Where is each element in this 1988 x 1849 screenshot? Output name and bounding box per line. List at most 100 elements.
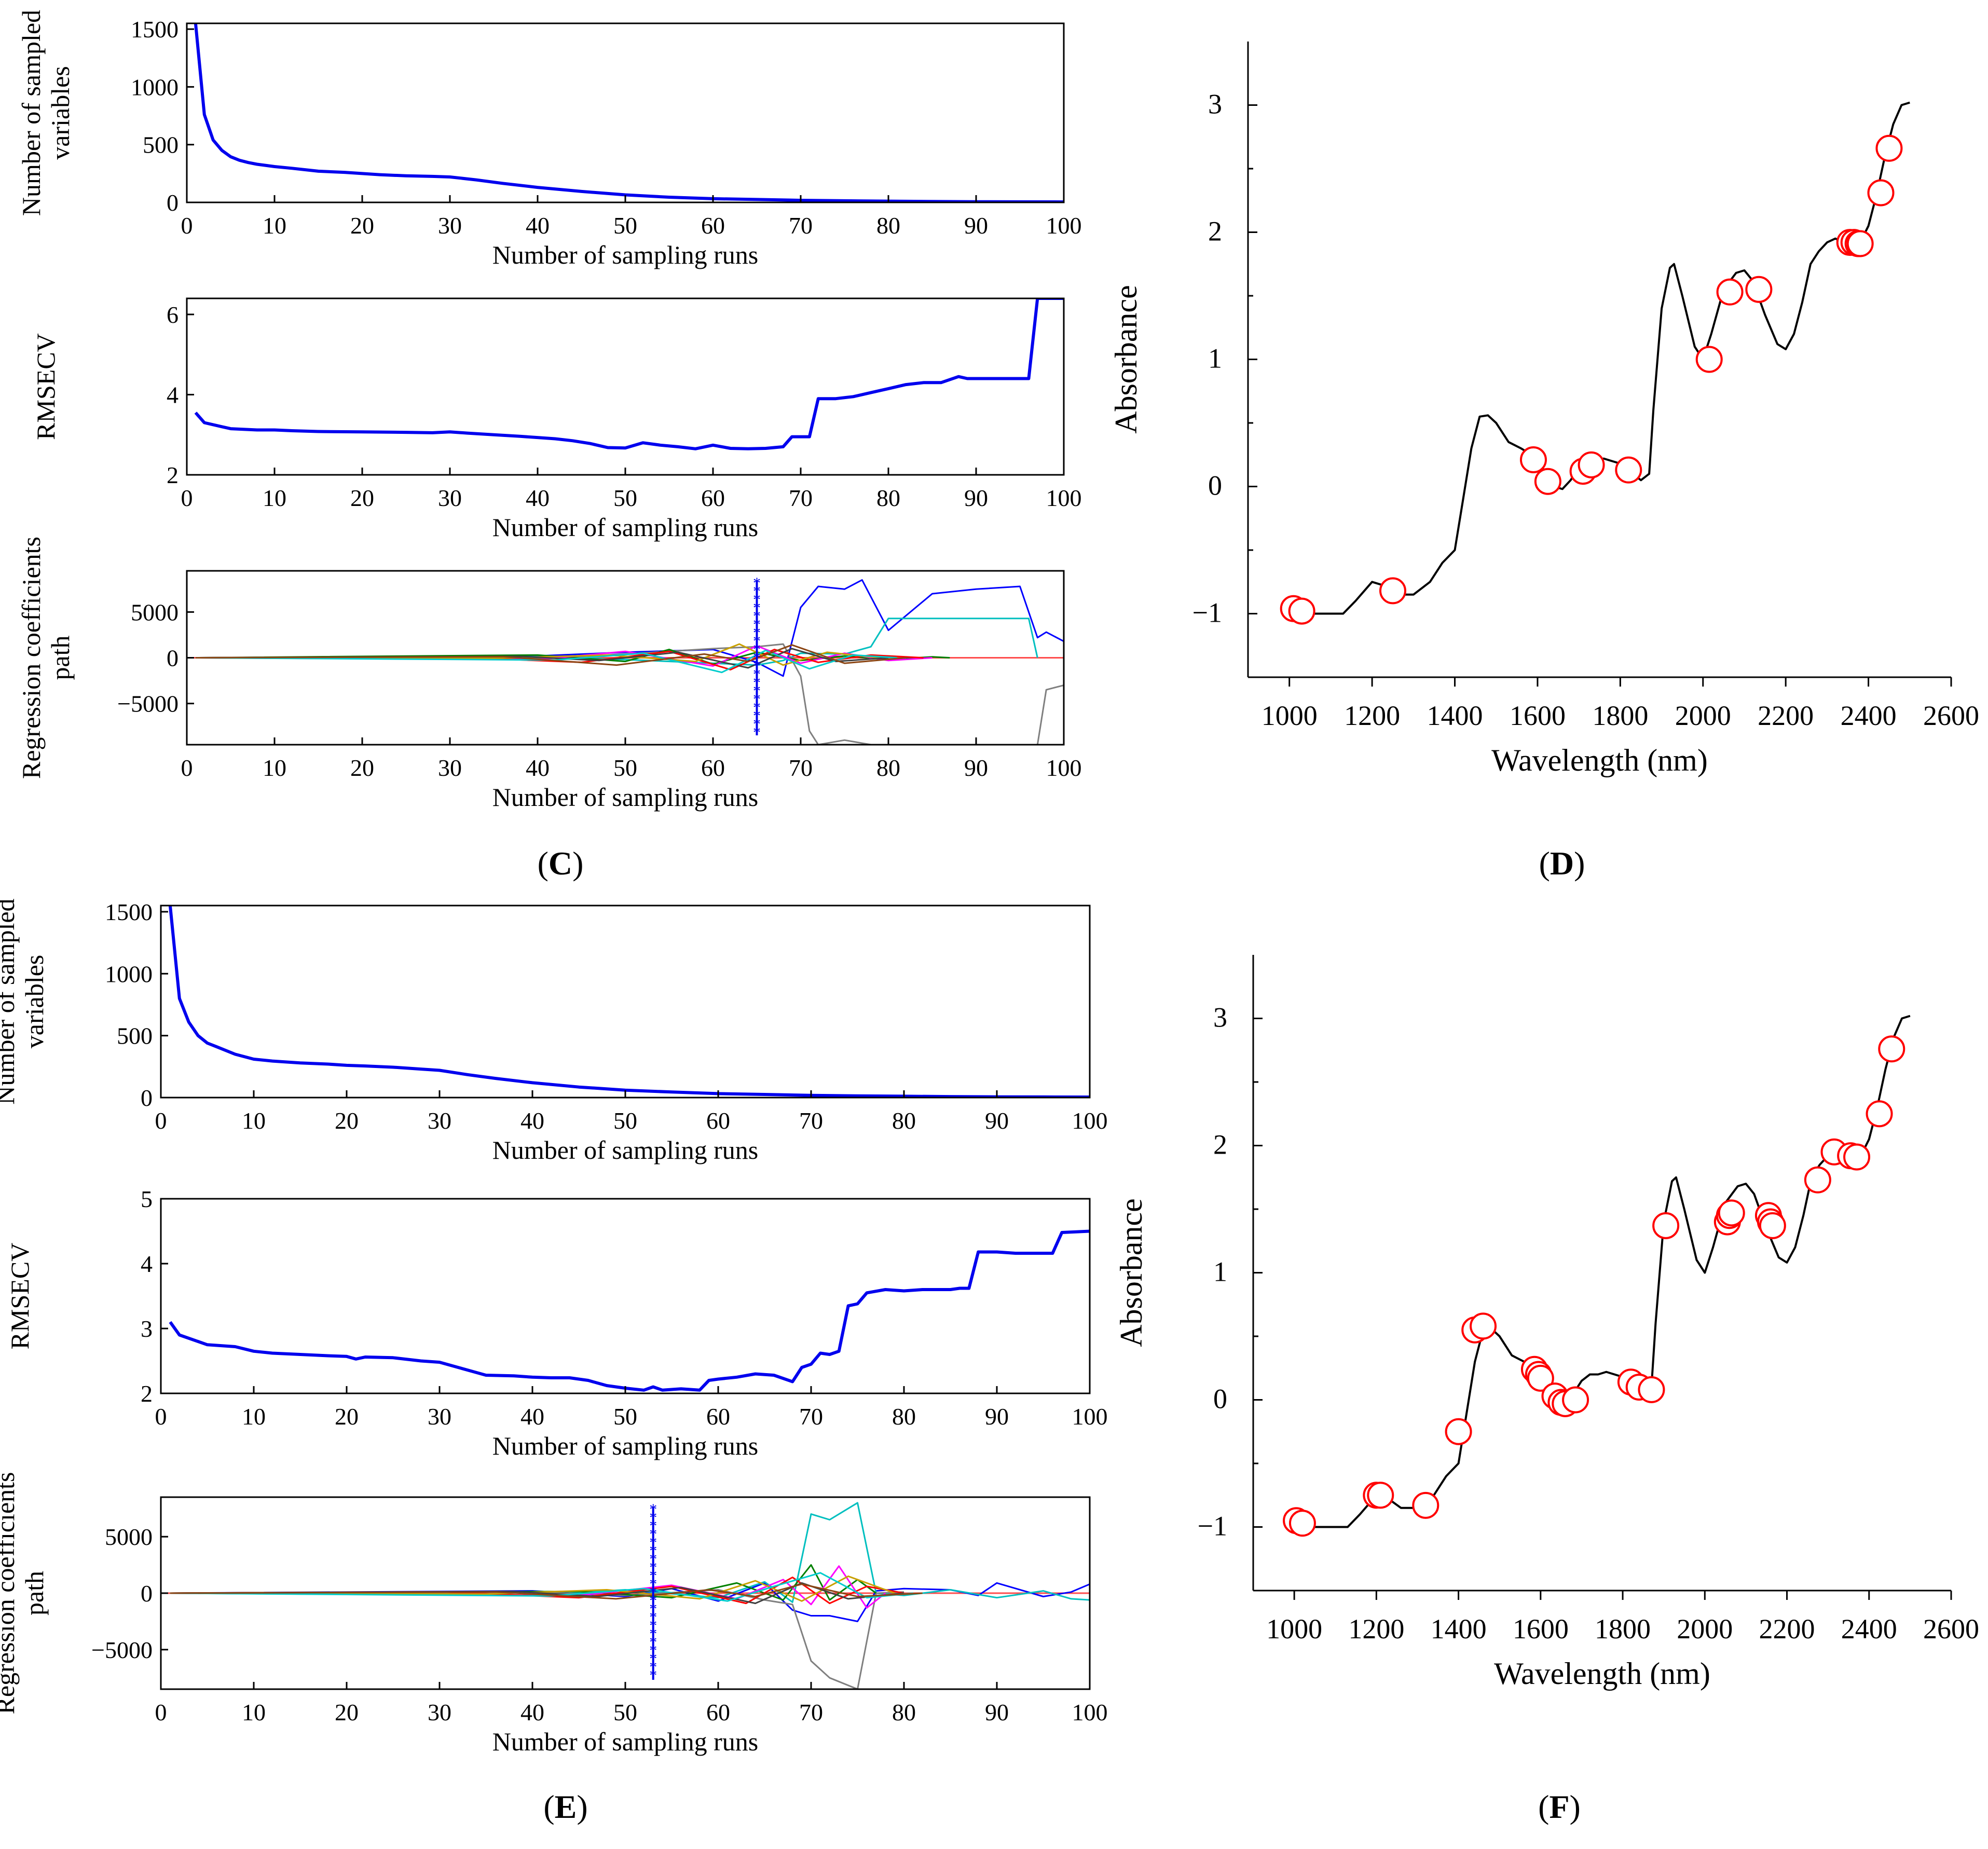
selected-variable-marker xyxy=(1843,1143,1871,1171)
x-tick-label: 2600 xyxy=(1923,700,1979,731)
optimal-run-star: * xyxy=(753,682,761,700)
x-tick-label: 10 xyxy=(242,1107,266,1134)
y-axis-label: Absorbance xyxy=(1114,1198,1148,1347)
optimal-run-star: * xyxy=(753,699,761,716)
y-tick-label: 4 xyxy=(141,1251,153,1277)
x-tick-label: 0 xyxy=(181,485,193,511)
x-tick-label: 1000 xyxy=(1266,1613,1322,1645)
x-tick-label: 70 xyxy=(799,1699,823,1725)
y-axis-label: RMSECV xyxy=(31,333,60,440)
x-tick-label: 80 xyxy=(892,1403,916,1430)
optimal-run-star: * xyxy=(649,1650,657,1667)
selected-variable-marker xyxy=(1578,451,1605,478)
x-tick-label: 30 xyxy=(428,1107,451,1134)
x-tick-label: 0 xyxy=(155,1403,167,1430)
x-tick-label: 60 xyxy=(706,1403,730,1430)
x-tick-label: 40 xyxy=(526,212,550,239)
optimal-run-star: * xyxy=(753,707,761,724)
y-tick-label: 5 xyxy=(141,1186,153,1212)
y-axis-label-line: Regression coefficients xyxy=(17,537,46,779)
selected-variable-marker xyxy=(1638,1376,1665,1403)
x-tick-label: 10 xyxy=(242,1403,266,1430)
y-axis-label-line: Number of sampled xyxy=(17,10,46,216)
y-tick-label: 0 xyxy=(167,645,179,672)
optimal-run-star: * xyxy=(753,674,761,691)
selected-variable-marker xyxy=(1875,134,1903,162)
series-line-c1 xyxy=(170,1582,1090,1622)
selected-variable-marker xyxy=(1470,1312,1497,1340)
x-tick-label: 30 xyxy=(428,1699,451,1725)
y-tick-label: 500 xyxy=(117,1023,153,1049)
selected-variable-marker xyxy=(1866,1100,1893,1128)
x-tick-label: 20 xyxy=(335,1403,359,1430)
selected-variable-marker xyxy=(1745,276,1773,303)
series-line-c9 xyxy=(170,1572,914,1602)
x-axis-label: Number of sampling runs xyxy=(492,1431,758,1460)
subplot-e-top: 0 10 20 30 40 50 60 70 80 90 100050010001500Number… xyxy=(0,898,1108,1165)
optimal-run-star: * xyxy=(649,1517,657,1535)
x-tick-label: 20 xyxy=(335,1699,359,1725)
x-tick-label: 50 xyxy=(613,1699,637,1725)
x-tick-label: 40 xyxy=(520,1107,544,1134)
x-tick-label: 30 xyxy=(438,485,462,511)
x-tick-label: 50 xyxy=(613,755,637,781)
optimal-run-star: * xyxy=(649,1542,657,1559)
x-tick-label: 30 xyxy=(438,755,462,781)
y-tick-label: 5000 xyxy=(105,1524,153,1550)
optimal-run-star: * xyxy=(753,616,761,633)
optimal-run-star: * xyxy=(649,1617,657,1634)
x-tick-label: 90 xyxy=(985,1699,1009,1725)
optimal-run-star: * xyxy=(753,624,761,641)
y-tick-label: 2 xyxy=(167,462,179,488)
y-axis-label: RMSECV xyxy=(5,1243,34,1350)
optimal-run-star: * xyxy=(649,1642,657,1659)
y-tick-label: 1000 xyxy=(131,74,179,100)
y-tick-label: 2 xyxy=(141,1380,153,1407)
optimal-run-star: * xyxy=(753,599,761,617)
series-line-spectrum xyxy=(1294,1015,1911,1528)
x-tick-label: 1200 xyxy=(1344,700,1400,731)
series-line-c3 xyxy=(170,1589,904,1689)
panel-label-c: (C) xyxy=(538,845,584,882)
y-tick-label: −5000 xyxy=(117,691,179,717)
selected-variable-marker xyxy=(1412,1491,1439,1519)
x-tick-label: 80 xyxy=(892,1107,916,1134)
y-tick-label: −5000 xyxy=(91,1637,153,1663)
x-tick-label: 40 xyxy=(520,1699,544,1725)
y-tick-label: 3 xyxy=(141,1316,153,1342)
y-tick-label: 1500 xyxy=(105,899,153,925)
optimal-run-star: * xyxy=(649,1509,657,1526)
panel-label-e: (E) xyxy=(543,1788,587,1825)
axes-frame xyxy=(186,22,1065,203)
selected-variable-marker xyxy=(1379,577,1406,605)
panel-label-f: (F) xyxy=(1538,1788,1581,1825)
y-tick-label: 1000 xyxy=(105,961,153,987)
optimal-run-star: * xyxy=(649,1534,657,1551)
x-tick-label: 10 xyxy=(263,755,286,781)
optimal-run-star: * xyxy=(753,724,761,741)
x-tick-label: 10 xyxy=(242,1699,266,1725)
x-tick-label: 100 xyxy=(1072,1699,1108,1725)
subplot-e-mid: 0 10 20 30 40 50 60 70 80 90 100 2 3 4 5 Number of samp… xyxy=(5,1186,1108,1460)
x-tick-label: 30 xyxy=(428,1403,451,1430)
x-axis-label: Number of sampling runs xyxy=(492,240,758,269)
y-tick-label: 0 xyxy=(167,189,179,216)
x-tick-label: 60 xyxy=(706,1107,730,1134)
x-tick-label: 20 xyxy=(350,212,374,239)
plot-area-c-bottom xyxy=(187,579,1064,745)
series-line-c2 xyxy=(170,1502,1090,1603)
x-axis-label: Number of sampling runs xyxy=(492,783,758,812)
x-tick-label: 0 xyxy=(155,1699,167,1725)
series-line-sampled-variables xyxy=(168,906,1090,1098)
x-tick-label: 10 xyxy=(263,485,286,511)
y-axis-label: Absorbance xyxy=(1109,285,1143,434)
optimal-run-star: * xyxy=(753,633,761,650)
series-line-c10 xyxy=(170,1583,923,1600)
x-tick-label: 100 xyxy=(1072,1403,1108,1430)
panel-c: 0 10 20 30 40 50 60 70 80 90 100050010001500Number… xyxy=(17,10,1082,812)
series-line-spectrum xyxy=(1289,101,1910,615)
optimal-run-star: * xyxy=(753,591,761,608)
selected-variable-marker xyxy=(1846,230,1874,257)
x-tick-label: 0 xyxy=(181,212,193,239)
